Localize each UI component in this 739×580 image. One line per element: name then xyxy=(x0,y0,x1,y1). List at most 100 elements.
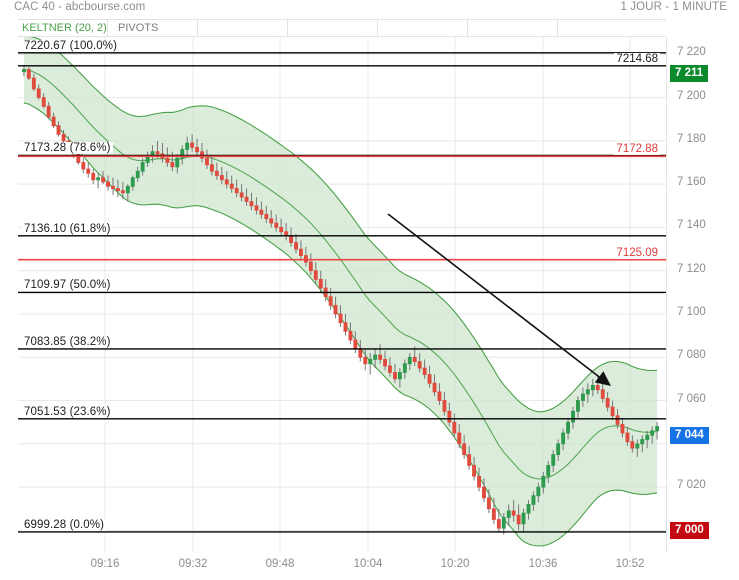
candle-body xyxy=(289,235,293,244)
candle-body xyxy=(402,363,407,373)
candle-body xyxy=(496,519,501,529)
candle-body xyxy=(605,397,610,408)
price-badge: 7 044 xyxy=(670,426,709,444)
candle-body xyxy=(279,226,284,233)
candle-body xyxy=(229,183,234,189)
candle-body xyxy=(195,147,199,153)
time-axis-tick: 10:04 xyxy=(353,558,383,570)
candle-body xyxy=(378,354,383,360)
fib-level-label: 7109.97 (50.0%) xyxy=(22,279,113,292)
candle-body xyxy=(120,190,125,194)
candle-body xyxy=(511,510,516,516)
candle-body xyxy=(26,69,31,79)
candle-body xyxy=(190,142,195,148)
indicator-pivots[interactable]: PIVOTS xyxy=(108,20,198,36)
candle-body xyxy=(41,97,46,107)
candle-body xyxy=(31,77,36,90)
candle-body xyxy=(650,430,655,436)
price-axis-tick: 7 100 xyxy=(677,305,706,318)
candle-body xyxy=(368,358,373,365)
candle-body xyxy=(51,116,56,127)
indicator-bar: KELTNER (20, 2) PIVOTS xyxy=(18,19,666,37)
time-axis-tick: 09:48 xyxy=(265,558,295,570)
candle-body xyxy=(111,185,115,189)
price-axis[interactable]: 7 220 7 200 7 180 7 160 7 140 7 120 7 100 7 080… xyxy=(666,37,739,552)
candle-body xyxy=(86,168,91,174)
candle-body xyxy=(106,181,110,187)
candle-body xyxy=(264,213,269,220)
candle-body xyxy=(581,393,585,401)
candle-body xyxy=(467,454,472,466)
candle-body xyxy=(486,497,491,510)
price-axis-tick: 7 200 xyxy=(677,89,706,102)
chart-plot-area[interactable] xyxy=(18,37,666,552)
annotation-arrow-shaft xyxy=(387,213,602,379)
candle-body xyxy=(348,330,353,341)
candle-body xyxy=(254,205,259,211)
candle-body xyxy=(155,151,160,155)
fib-level-label: 7083.85 (38.2%) xyxy=(22,335,113,348)
candle-body xyxy=(333,304,338,315)
candle-body xyxy=(417,361,422,369)
candle-body xyxy=(185,142,190,150)
time-axis-tick: 10:20 xyxy=(440,558,470,570)
candle-body xyxy=(234,188,239,194)
fib-level-label: 7173.28 (78.6%) xyxy=(22,142,113,155)
price-axis-tick: 7 060 xyxy=(677,392,706,405)
candle-body xyxy=(313,270,318,280)
candle-body xyxy=(546,464,551,477)
candle-body xyxy=(566,421,570,434)
candle-body xyxy=(219,175,224,181)
fib-level-label: 6999.28 (0.0%) xyxy=(22,518,107,531)
candle-body xyxy=(427,374,432,384)
candle-body xyxy=(180,149,185,159)
candle-body xyxy=(481,486,486,499)
candle-body xyxy=(397,371,402,380)
price-badge: 7 000 xyxy=(670,521,709,539)
candlestick-series xyxy=(22,65,660,535)
indicator-slot-3[interactable] xyxy=(198,20,288,36)
price-badge: 7 211 xyxy=(670,65,709,83)
candle-body xyxy=(116,188,120,192)
candle-body xyxy=(491,508,496,520)
candle-body xyxy=(56,125,61,135)
candle-body xyxy=(165,157,170,163)
annotation-arrow-head xyxy=(594,371,611,386)
candle-body xyxy=(506,510,511,518)
candle-body xyxy=(363,356,368,365)
time-axis-tick: 10:36 xyxy=(528,558,558,570)
fib-level-label: 7220.67 (100.0%) xyxy=(22,39,120,52)
candle-body xyxy=(81,162,86,170)
candle-body xyxy=(130,177,135,187)
candle-body xyxy=(516,514,521,525)
candle-body xyxy=(412,356,417,362)
candle-body xyxy=(294,242,298,250)
candle-body xyxy=(303,255,308,263)
candle-body xyxy=(249,201,254,207)
indicator-slot-4[interactable] xyxy=(288,20,378,36)
candle-body xyxy=(135,170,140,179)
candle-body xyxy=(620,423,625,434)
candle-body xyxy=(432,382,437,393)
candle-body xyxy=(96,177,101,181)
price-axis-tick: 7 020 xyxy=(677,479,706,492)
indicator-slot-7[interactable] xyxy=(558,20,666,36)
candle-body xyxy=(358,348,363,358)
candle-body xyxy=(600,389,605,399)
candle-body xyxy=(343,322,348,332)
candle-body xyxy=(46,105,51,118)
indicator-slot-6[interactable] xyxy=(468,20,558,36)
candle-body xyxy=(298,248,303,257)
candle-body xyxy=(462,443,467,455)
time-axis-tick: 10:52 xyxy=(615,558,645,570)
indicator-keltner[interactable]: KELTNER (20, 2) xyxy=(18,20,108,36)
candle-body xyxy=(175,157,180,168)
timeframe-label: 1 JOUR - 1 MINUTE xyxy=(620,1,727,13)
candle-body xyxy=(22,69,26,73)
candle-body xyxy=(536,486,541,497)
time-axis-tick: 09:32 xyxy=(178,558,208,570)
indicator-slot-5[interactable] xyxy=(378,20,468,36)
candle-body xyxy=(392,371,397,380)
keltner-upper xyxy=(29,37,658,413)
candle-body xyxy=(407,356,412,365)
